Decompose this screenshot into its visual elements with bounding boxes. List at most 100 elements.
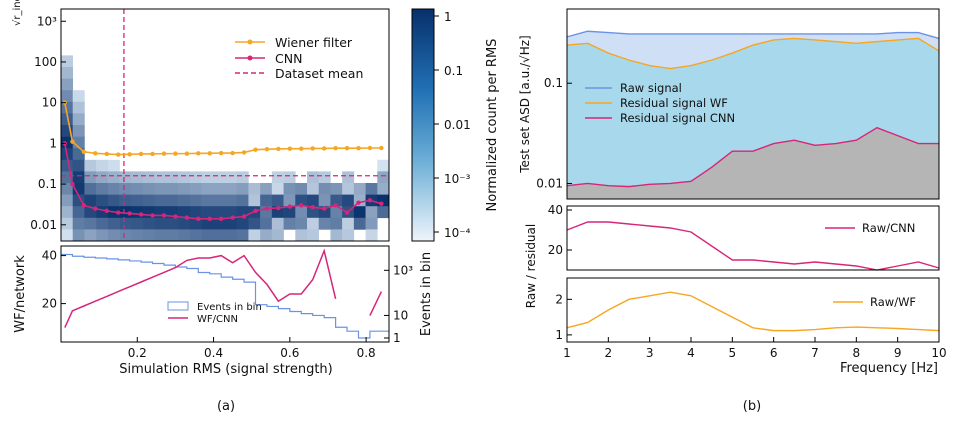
legend-wf-cnn: WF/CNN xyxy=(197,314,238,325)
heatmap-cell xyxy=(225,206,238,219)
wiener-point xyxy=(207,151,212,156)
wiener-point xyxy=(276,146,281,152)
heatmap-cell xyxy=(283,183,296,195)
heatmap-cell xyxy=(365,183,378,195)
heatmap-cell xyxy=(307,229,320,242)
heatmap-cell xyxy=(61,78,74,91)
heatmap-cell xyxy=(96,159,109,172)
heatmap-cell xyxy=(342,217,355,230)
heatmap-cell xyxy=(236,194,249,207)
y-tick-label: 10³ xyxy=(37,14,57,28)
heatmap-cell xyxy=(143,217,156,230)
wiener-point xyxy=(70,139,75,144)
heatmap-cell xyxy=(342,194,355,207)
cnn-point xyxy=(287,204,293,209)
wiener-point xyxy=(127,152,132,157)
panel-b-bottom: 1 2 1 2 3 4 5 6 7 8 9 10 Raw/WF Frequency [Hz] xyxy=(555,277,947,376)
heatmap-cell xyxy=(61,125,74,137)
asd-fill-2 xyxy=(567,127,939,199)
cnn-point xyxy=(356,200,361,205)
heatmap-cell xyxy=(154,229,167,242)
cnn-point xyxy=(150,213,155,218)
y-tick-label: 0.01 xyxy=(536,176,563,190)
wiener-point xyxy=(287,146,293,151)
heatmap-cell xyxy=(307,206,320,219)
heatmap-cell xyxy=(201,183,214,195)
asd-line-1 xyxy=(566,37,940,70)
heatmap-cell xyxy=(119,217,132,230)
heatmap-cell xyxy=(283,217,296,230)
heatmap-cell xyxy=(260,217,273,230)
heatmap-cell xyxy=(166,206,179,219)
heatmap-cell xyxy=(377,206,390,219)
heatmap-cell xyxy=(178,194,191,207)
heatmap-cell xyxy=(342,229,355,242)
b-bottom-frame xyxy=(566,277,940,343)
heatmap-cell xyxy=(307,183,320,195)
heatmap-cell xyxy=(260,206,273,219)
heatmap-cell xyxy=(318,194,331,207)
heatmap-cell xyxy=(154,217,167,230)
heatmap-cell xyxy=(330,194,343,207)
a-bottom-frame xyxy=(60,245,390,343)
heatmap-cell xyxy=(353,194,366,207)
cnn-point xyxy=(264,206,270,211)
heatmap-cell xyxy=(84,229,97,242)
events-step xyxy=(61,253,389,339)
x-tick-label: 1 xyxy=(563,346,571,360)
wiener-point xyxy=(356,146,361,151)
x-tick-label: 6 xyxy=(770,346,778,360)
heatmap-cell xyxy=(72,194,85,207)
heatmap-cell xyxy=(119,229,132,242)
y-right-tick-label: 1 xyxy=(393,331,401,345)
y-tick-label: 1 xyxy=(49,136,57,150)
heatmap-cell xyxy=(72,171,85,184)
heatmap-cell xyxy=(119,183,132,195)
heatmap-cell xyxy=(143,171,156,184)
heatmap-cell xyxy=(72,148,85,161)
heatmap-cell xyxy=(225,183,238,195)
heatmap-cell xyxy=(201,171,214,184)
x-tick-label: 0.8 xyxy=(357,346,376,360)
b-mid-frame xyxy=(566,205,940,271)
b-top-areas xyxy=(566,30,940,199)
heatmap-cell xyxy=(318,217,331,230)
heatmap-cell xyxy=(84,206,97,219)
cnn-point xyxy=(184,215,190,220)
heatmap-cell xyxy=(201,206,214,219)
heatmap-cell xyxy=(131,183,144,195)
cnn-point xyxy=(253,208,258,214)
heatmap-cell xyxy=(178,183,191,195)
a-bottom-ylabel-right: Events in bin xyxy=(419,252,434,336)
heatmap-cell xyxy=(330,229,343,242)
heatmap-cell xyxy=(201,229,214,242)
panel-a-bottom: 0.2 0.4 0.6 0.8 20 40 1 10 10³ WF/network Events… xyxy=(13,245,434,377)
legend-resid-cnn: Residual signal CNN xyxy=(620,111,735,125)
y-tick-label: 10 xyxy=(42,96,57,110)
heatmap-cell xyxy=(72,101,85,114)
heatmap-cell xyxy=(307,217,320,230)
heatmap-cell xyxy=(283,194,296,207)
wiener-point xyxy=(367,145,373,151)
heatmap-cell xyxy=(377,159,390,172)
heatmap-cell xyxy=(189,229,202,242)
heatmap-cell xyxy=(72,90,85,103)
heatmap-cell xyxy=(143,194,156,207)
heatmap-cell xyxy=(377,194,390,207)
heatmap-cell xyxy=(154,206,167,219)
x-tick-label: 0.6 xyxy=(280,346,299,360)
panel-b-top: 0.1 0.01 Test set ASD [a.u./√Hz] Raw sign… xyxy=(518,8,940,200)
wiener-point xyxy=(104,151,109,157)
heatmap-cell xyxy=(84,183,97,195)
heatmap-cell xyxy=(131,229,144,242)
heatmap-cell xyxy=(143,229,156,242)
heatmap-cell xyxy=(72,183,85,195)
heatmap-cell xyxy=(189,183,202,195)
y-tick-label: 1 xyxy=(555,328,563,342)
heatmap-cell xyxy=(96,194,109,207)
heatmap-cell xyxy=(119,206,132,219)
heatmap-cell xyxy=(225,171,238,184)
heatmap-cell xyxy=(365,229,378,242)
heatmap-cell xyxy=(166,183,179,195)
heatmap-cell xyxy=(248,194,261,207)
